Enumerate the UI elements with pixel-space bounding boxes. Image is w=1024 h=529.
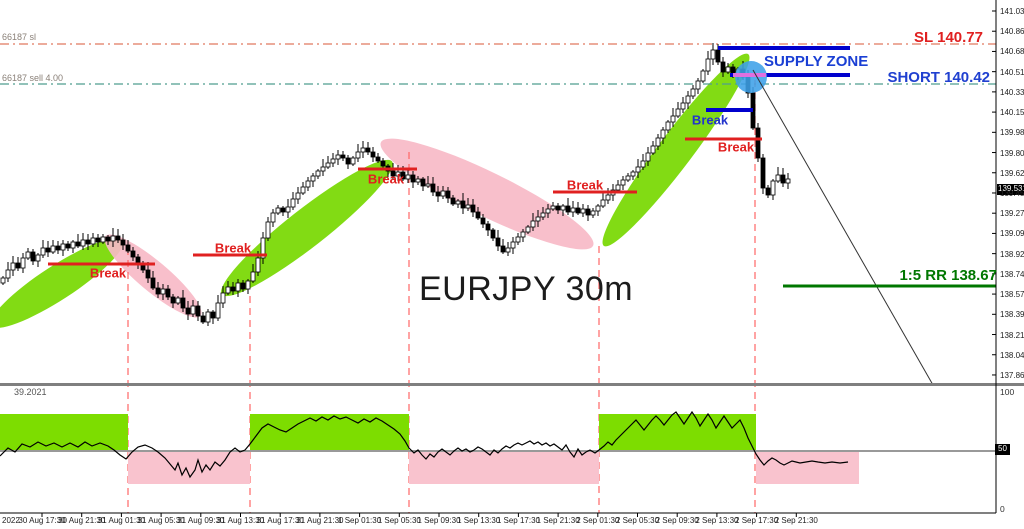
panel-separator[interactable] [0,383,1024,386]
stop-loss-label[interactable]: SL 140.77 [914,29,983,46]
price-tick-label: 141.035 [1000,7,1024,16]
time-tick-label: 31 Aug 13:30 [216,516,265,525]
price-tick-label: 139.275 [1000,209,1024,219]
time-tick-label: 31 Aug 21:30 [296,516,344,525]
risk-reward-target-label[interactable]: 1:5 RR 138.67 [899,267,997,284]
time-tick-label: 2 Sep 09:30 [655,516,699,525]
ma-ribbon-ellipse [602,53,750,247]
break-label[interactable]: Break [691,112,729,128]
time-tick-label: 2022 [2,516,20,525]
supply-zone-label[interactable]: SUPPLY ZONE [764,53,869,70]
price-tick-label: 140.510 [1000,67,1024,77]
time-tick-label: 30 Aug 21:30 [58,516,106,525]
price-tick-label: 140.155 [1000,108,1024,118]
price-tick-label: 139.625 [1000,168,1024,178]
oscillator-block [128,451,250,484]
price-tick-label: 137.865 [1000,370,1024,380]
time-tick-label: 1 Sep 21:30 [536,516,580,525]
oscillator-scale-top: 100 [1000,387,1015,397]
break-label[interactable]: Break [566,177,604,193]
price-tick-label: 138.390 [1000,310,1024,320]
time-tick-label: 31 Aug 09:30 [177,516,225,525]
break-label[interactable]: Break [214,240,252,256]
short-entry-label[interactable]: SHORT 140.42 [887,69,990,86]
break-label[interactable]: Break [89,265,127,281]
candles [0,43,791,326]
price-tick-label: 139.980 [1000,128,1024,138]
ma-ribbon-ellipse [0,238,124,328]
order-sell-label: 66187 sell 4.00 [2,73,64,83]
time-tick-label: 1 Sep 09:30 [417,516,461,525]
price-tick-label: 139.800 [1000,148,1024,158]
time-tick-label: 1 Sep 05:30 [377,516,421,525]
ma-ribbon-ellipse [221,159,393,297]
time-tick-label: 2 Sep 17:30 [735,516,779,525]
time-tick-label: 31 Aug 05:30 [137,516,185,525]
time-tick-label: 31 Aug 17:30 [256,516,304,525]
price-tick-label: 140.330 [1000,87,1024,97]
oscillator-scale-bottom: 0 [1000,504,1005,514]
price-tick-label: 140.685 [1000,47,1024,57]
break-label[interactable]: Break [717,139,755,155]
current-price-badge: 139.531 [997,184,1024,195]
oscillator-block [250,414,409,451]
oscillator-value-badge: 50 [995,444,1010,455]
price-tick-label: 139.095 [1000,229,1024,239]
price-tick-label: 138.570 [1000,290,1024,300]
chart-title: EURJPY 30m [419,270,634,308]
order-sl-label: 66187 sl [2,32,37,42]
time-tick-label: 1 Sep 13:30 [457,516,501,525]
time-tick-label: 2 Sep 21:30 [774,516,818,525]
time-tick-label: 2 Sep 13:30 [695,516,739,525]
ma-ribbon-ellipse [380,138,594,250]
time-tick-label: 2 Sep 05:30 [615,516,660,525]
time-tick-label: 31 Aug 01:30 [97,516,145,525]
time-tick-label: 1 Sep 01:30 [338,516,382,525]
indicator-value-label: 39.2021 [14,387,47,397]
time-tick-label: 1 Sep 17:30 [496,516,540,525]
oscillator-line [0,410,849,479]
oscillator-block [409,451,599,484]
price-tick-label: 138.920 [1000,249,1024,259]
price-tick-label: 138.040 [1000,350,1024,360]
price-tick-label: 138.215 [1000,330,1024,340]
price-tick-label: 138.745 [1000,269,1024,279]
oscillator-block [756,451,859,484]
time-tick-label: 2 Sep 01:30 [576,516,620,525]
price-tick-label: 139.450 [1000,188,1024,198]
oscillator-block [599,414,756,451]
projection-trend-line[interactable] [752,69,934,386]
price-tick-label: 140.860 [1000,27,1024,37]
time-tick-label: 30 Aug 17:30 [18,516,66,525]
break-label[interactable]: Break [367,171,405,187]
